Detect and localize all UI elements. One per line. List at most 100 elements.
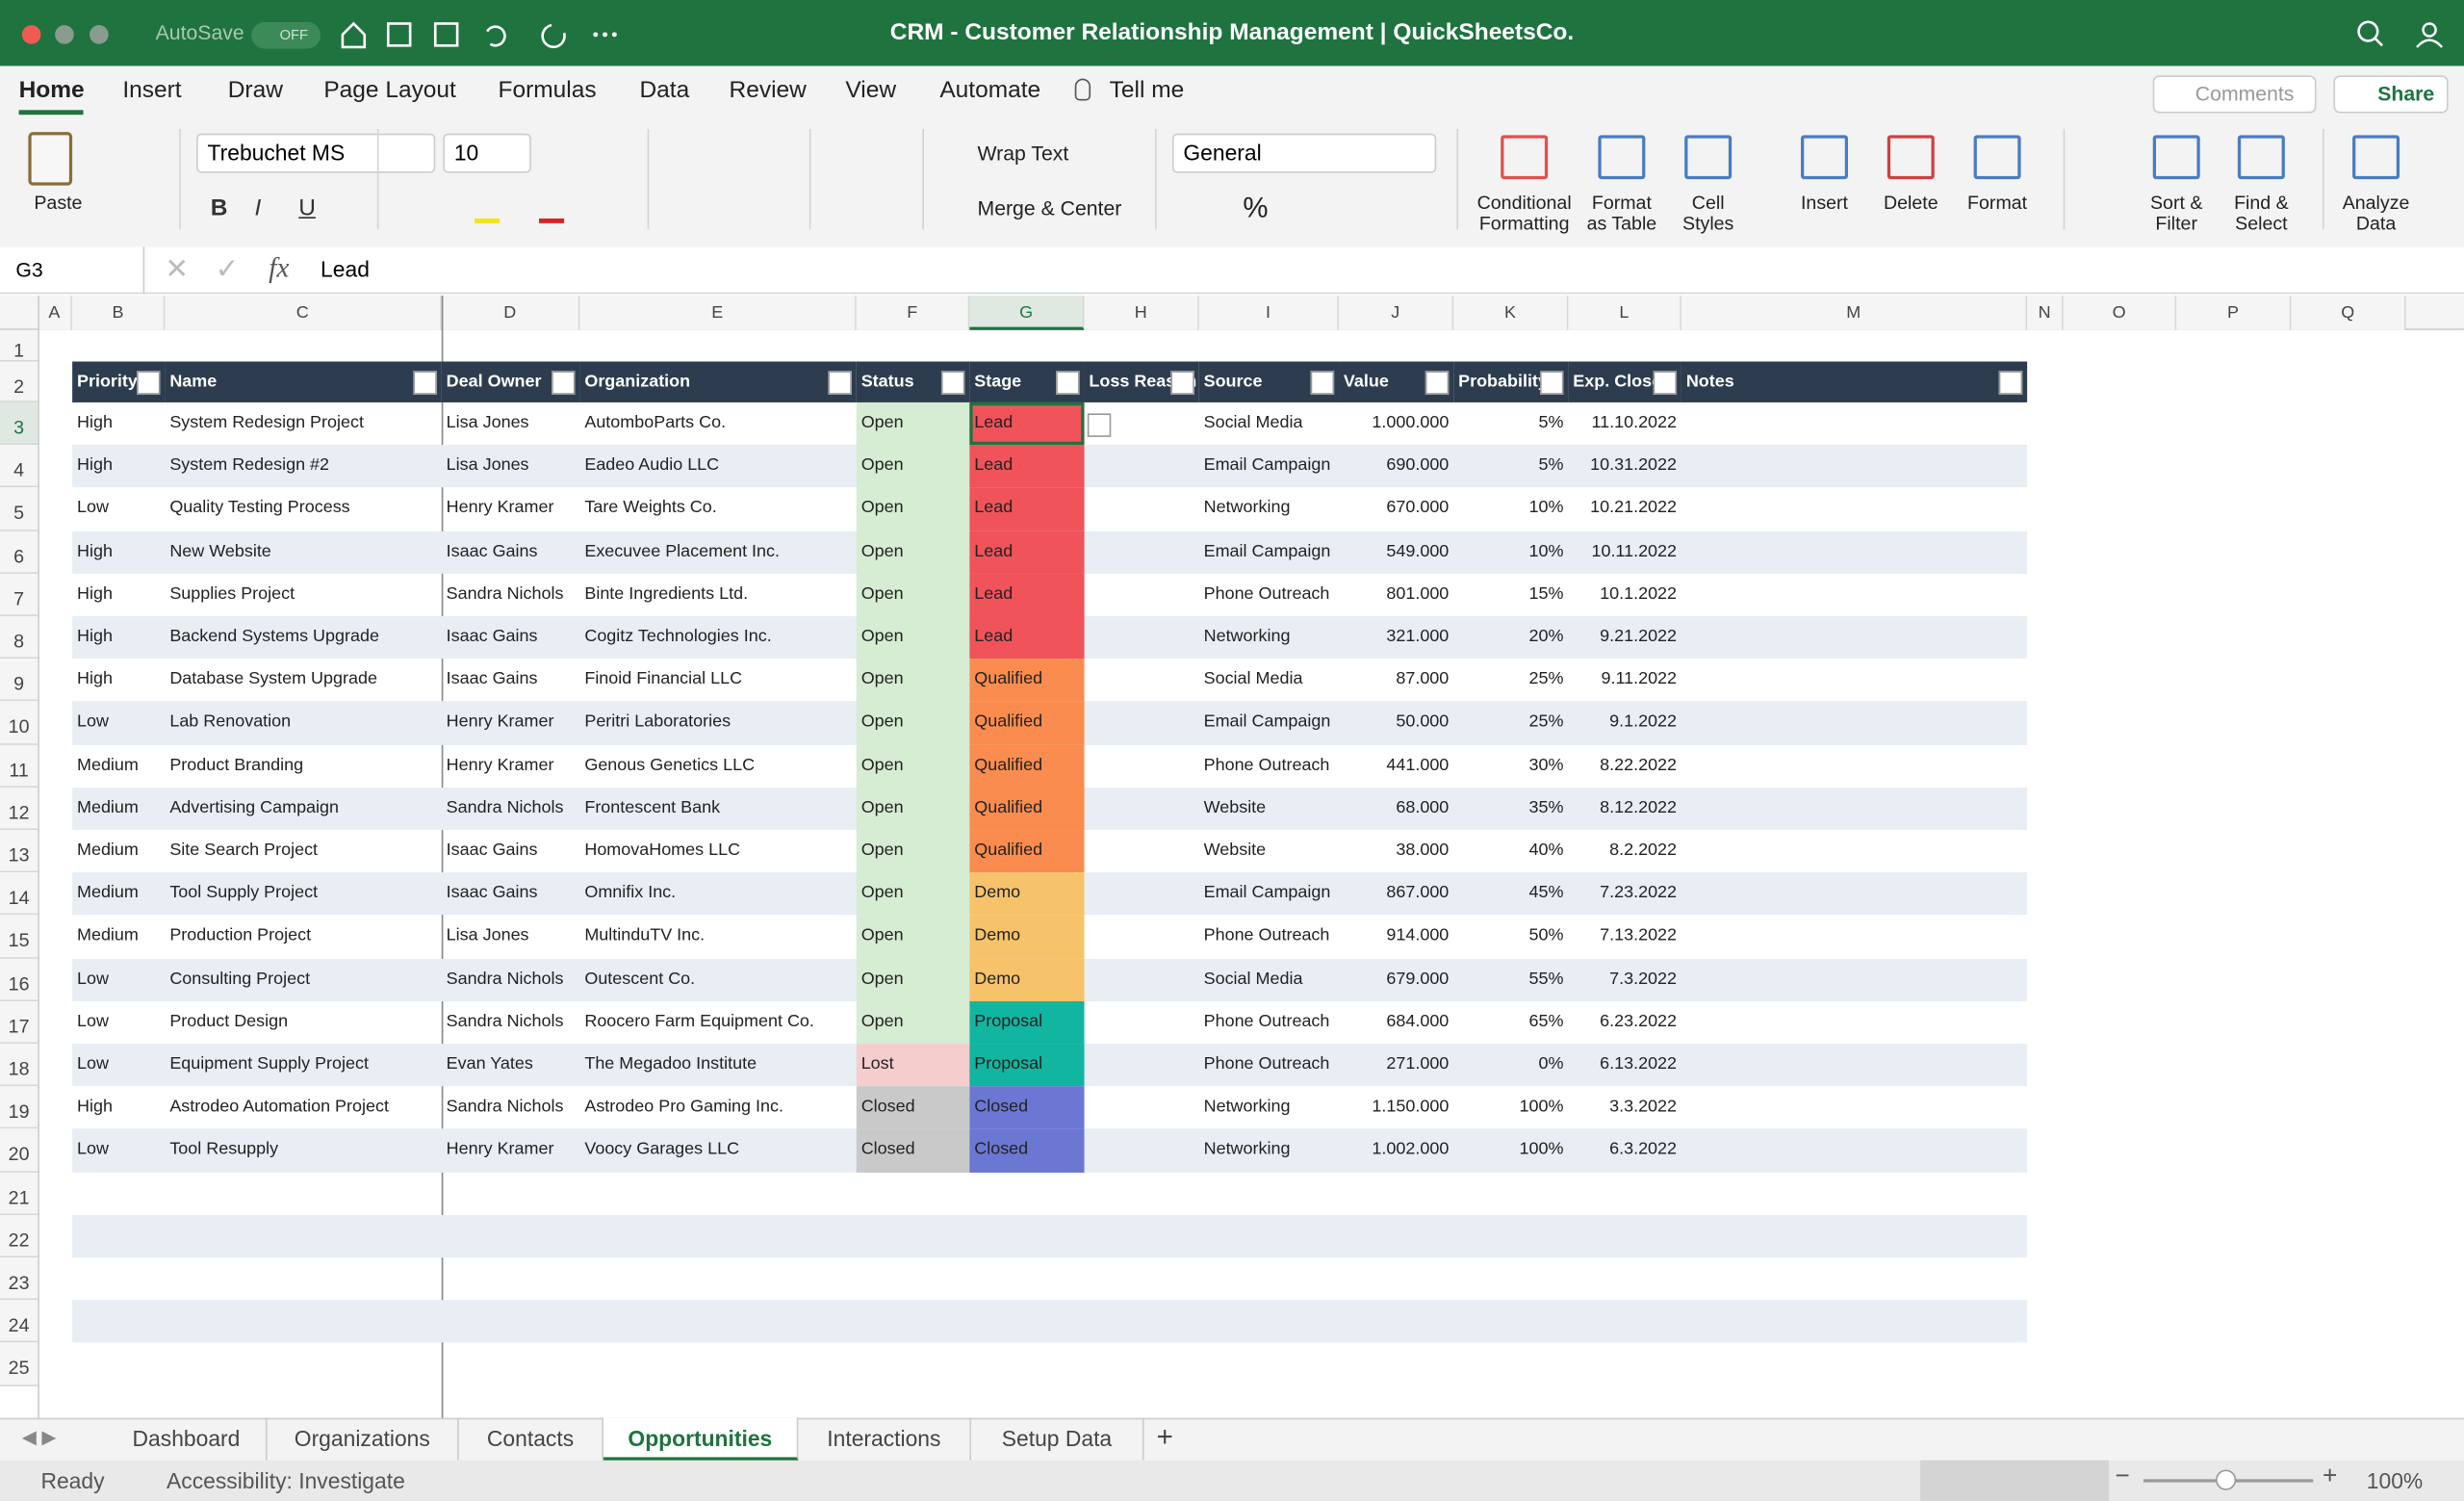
ribbon-button-label[interactable]: Delete: [1883, 192, 1938, 215]
status-cell[interactable]: Open: [856, 401, 970, 446]
sheet-tab[interactable]: Organizations: [268, 1417, 459, 1461]
ribbon-button-label[interactable]: Format: [1967, 192, 2028, 215]
table-cell[interactable]: Voocy Garages LLC: [584, 1140, 740, 1159]
ribbon-button-label[interactable]: as Table: [1586, 212, 1657, 235]
table-cell[interactable]: 10.1.2022: [1600, 584, 1678, 604]
table-cell[interactable]: Henry Kramer: [446, 499, 554, 518]
column-header[interactable]: H: [1084, 295, 1199, 330]
table-cell[interactable]: 100%: [1519, 1140, 1564, 1159]
table-header[interactable]: Priority: [72, 361, 166, 402]
table-cell[interactable]: MultinduTV Inc.: [584, 926, 706, 945]
table-cell[interactable]: 50%: [1528, 926, 1564, 945]
table-cell[interactable]: System Redesign #2: [169, 455, 330, 476]
autosave-toggle[interactable]: OFF: [251, 21, 321, 49]
status-cell[interactable]: Open: [856, 659, 970, 702]
sheet-tab[interactable]: Opportunities: [603, 1417, 799, 1461]
table-cell[interactable]: 3.3.2022: [1609, 1097, 1678, 1117]
ribbon-button-label[interactable]: Analyze: [2342, 192, 2410, 215]
number-format[interactable]: General: [1171, 133, 1437, 173]
ribbon-icon[interactable]: [1801, 135, 1848, 180]
table-cell[interactable]: 1.000.000: [1372, 413, 1450, 432]
row-header[interactable]: 2: [0, 361, 38, 402]
filter-button[interactable]: [137, 371, 161, 395]
row-header[interactable]: 6: [0, 531, 38, 574]
ribbon-icon[interactable]: [1501, 135, 1549, 180]
row-header[interactable]: 24: [0, 1300, 38, 1343]
table-cell[interactable]: High: [76, 1097, 113, 1117]
ribbon-icon[interactable]: [2352, 135, 2400, 180]
row-header[interactable]: 16: [0, 958, 38, 1001]
table-cell[interactable]: Consulting Project: [169, 969, 311, 989]
table-cell[interactable]: 9.21.2022: [1600, 627, 1678, 647]
row-header[interactable]: 4: [0, 445, 38, 488]
ribbon-icon[interactable]: [1598, 135, 1646, 180]
table-cell[interactable]: Medium: [76, 926, 139, 945]
table-header[interactable]: Exp. Close: [1568, 361, 1681, 402]
table-cell[interactable]: Quality Testing Process: [169, 499, 350, 518]
sheet-tab[interactable]: Setup Data: [971, 1417, 1144, 1461]
table-cell[interactable]: 321.000: [1386, 627, 1450, 647]
row-header[interactable]: 25: [0, 1342, 38, 1386]
zoom-level[interactable]: 100%: [2366, 1467, 2424, 1494]
font-size-box[interactable]: 10: [443, 133, 531, 173]
table-cell[interactable]: Website: [1203, 841, 1267, 861]
table-cell[interactable]: HomovaHomes LLC: [584, 841, 741, 861]
table-header[interactable]: Organization: [579, 361, 857, 402]
font-box[interactable]: Trebuchet MS: [196, 133, 436, 173]
table-cell[interactable]: Backend Systems Upgrade: [169, 627, 379, 647]
table-cell[interactable]: Equipment Supply Project: [169, 1054, 369, 1074]
tell-me[interactable]: Tell me: [1109, 76, 1185, 104]
stage-cell[interactable]: Lead: [969, 531, 1085, 574]
row-header[interactable]: 15: [0, 915, 38, 959]
table-cell[interactable]: 15%: [1528, 584, 1564, 604]
filter-button[interactable]: [1998, 371, 2023, 395]
column-header[interactable]: M: [1681, 295, 2028, 330]
status-cell[interactable]: Open: [856, 701, 970, 745]
percent-button[interactable]: %: [1243, 192, 1269, 223]
table-cell[interactable]: 5%: [1538, 413, 1564, 432]
table-cell[interactable]: 801.000: [1386, 584, 1450, 604]
table-cell[interactable]: Supplies Project: [169, 584, 295, 604]
function-icon[interactable]: fx: [269, 251, 290, 283]
table-cell[interactable]: Lisa Jones: [446, 413, 529, 432]
table-cell[interactable]: Email Campaign: [1203, 541, 1331, 561]
table-cell[interactable]: Sandra Nichols: [446, 798, 564, 817]
stage-cell[interactable]: Demo: [969, 915, 1085, 959]
table-cell[interactable]: 867.000: [1386, 883, 1450, 903]
table-cell[interactable]: 38.000: [1396, 841, 1450, 861]
table-cell[interactable]: Social Media: [1203, 413, 1303, 432]
accessibility-status[interactable]: Accessibility: Investigate: [167, 1467, 405, 1494]
column-header[interactable]: B: [72, 295, 166, 330]
table-cell[interactable]: Site Search Project: [169, 841, 319, 861]
stage-cell[interactable]: Qualified: [969, 659, 1085, 702]
table-cell[interactable]: Advertising Campaign: [169, 798, 340, 817]
table-cell[interactable]: Omnifix Inc.: [584, 883, 677, 903]
status-cell[interactable]: Open: [856, 573, 970, 616]
ribbon-button-label[interactable]: Sort &: [2149, 192, 2203, 215]
table-cell[interactable]: 55%: [1528, 969, 1564, 989]
row-header[interactable]: 19: [0, 1086, 38, 1129]
table-cell[interactable]: Phone Outreach: [1203, 1054, 1330, 1074]
table-cell[interactable]: Isaac Gains: [446, 841, 538, 861]
cell-dropdown[interactable]: [1087, 413, 1112, 437]
table-cell[interactable]: Genous Genetics LLC: [584, 755, 756, 775]
menu-tab[interactable]: Insert: [122, 76, 182, 104]
enter-icon[interactable]: ✓: [215, 252, 240, 285]
table-cell[interactable]: 9.1.2022: [1609, 712, 1678, 732]
table-cell[interactable]: System Redesign Project: [169, 413, 364, 432]
table-cell[interactable]: Medium: [76, 883, 139, 903]
table-cell[interactable]: 68.000: [1396, 798, 1450, 817]
table-cell[interactable]: 30%: [1528, 755, 1564, 775]
ribbon-button-label[interactable]: Format: [1591, 192, 1652, 215]
menu-tab[interactable]: Draw: [227, 76, 283, 104]
table-cell[interactable]: Low: [76, 1012, 109, 1031]
share-button[interactable]: Share: [2333, 75, 2449, 114]
stage-cell[interactable]: Qualified: [969, 744, 1085, 788]
table-cell[interactable]: 10%: [1528, 499, 1564, 518]
ribbon-button-label[interactable]: Filter: [2155, 212, 2197, 235]
table-cell[interactable]: Email Campaign: [1203, 883, 1331, 903]
filter-button[interactable]: [1310, 371, 1335, 395]
table-cell[interactable]: 25%: [1528, 669, 1564, 689]
table-cell[interactable]: Phone Outreach: [1203, 584, 1330, 604]
zoom-knob[interactable]: [2216, 1469, 2237, 1490]
